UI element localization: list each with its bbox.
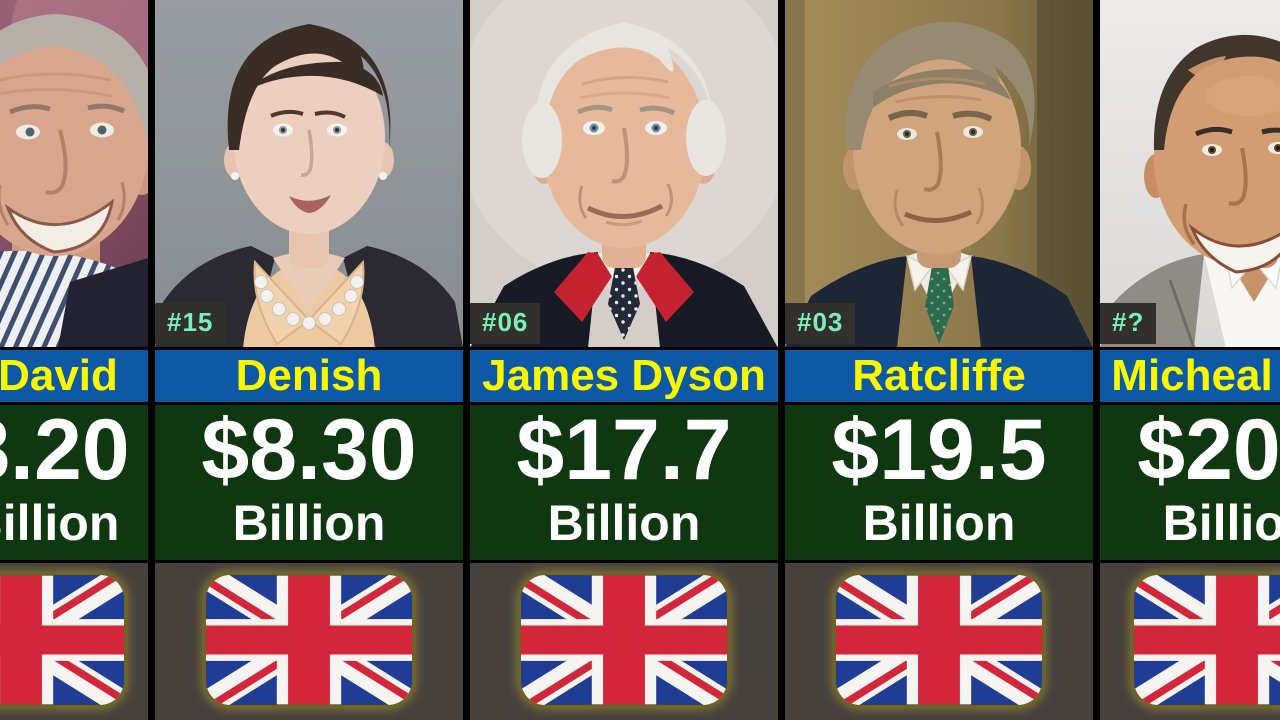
net-worth-unit: Billion — [547, 494, 701, 551]
net-worth-amount: $8.20 — [0, 401, 130, 498]
portrait-photo-ratcliffe: #03 — [785, 0, 1093, 348]
name-bar: Denish — [155, 347, 463, 402]
net-worth-panel: $17.7 Billion — [470, 401, 778, 561]
uk-flag-icon — [521, 575, 727, 706]
person-name: David — [0, 350, 118, 400]
flag-row — [0, 560, 148, 720]
rank-badge: #03 — [785, 303, 856, 345]
person-column-david: David $8.20 Billion — [0, 0, 155, 720]
net-worth-unit: Billion — [1162, 494, 1280, 551]
uk-flag-icon — [206, 575, 412, 706]
person-name: Micheal — [1111, 350, 1273, 400]
net-worth-unit: Billion — [232, 494, 386, 551]
name-bar: Ratcliffe — [785, 347, 1093, 402]
name-bar: David — [0, 347, 148, 402]
person-column-james-dyson: #06 James Dyson $17.7 Billion — [470, 0, 785, 720]
person-column-denish: #15 Denish $8.30 Billion — [155, 0, 470, 720]
net-worth-amount: $19.5 — [831, 401, 1047, 498]
uk-flag-icon — [836, 575, 1042, 706]
rank-badge: #06 — [470, 303, 541, 345]
person-name: Ratcliffe — [852, 350, 1026, 400]
uk-flag-icon — [0, 575, 124, 706]
person-column-ratcliffe: #03 Ratcliffe $19.5 Billion — [785, 0, 1100, 720]
net-worth-amount: $20 — [1137, 401, 1280, 498]
net-worth-panel: $8.20 Billion — [0, 401, 148, 561]
person-column-micheal: #? Micheal $20 Billion — [1100, 0, 1280, 720]
net-worth-unit: Billion — [0, 494, 120, 551]
name-bar: James Dyson — [470, 347, 778, 402]
flag-row — [155, 560, 463, 720]
flag-row — [785, 560, 1093, 720]
portrait-photo-denish: #15 — [155, 0, 463, 348]
net-worth-panel: $8.30 Billion — [155, 401, 463, 561]
net-worth-amount: $8.30 — [201, 401, 417, 498]
person-name: Denish — [235, 350, 383, 400]
net-worth-unit: Billion — [862, 494, 1016, 551]
rank-badge: #? — [1100, 303, 1157, 345]
portrait-photo-david — [0, 0, 148, 348]
net-worth-amount: $17.7 — [516, 401, 732, 498]
portrait-photo-micheal: #? — [1100, 0, 1280, 348]
flag-row — [1100, 560, 1280, 720]
net-worth-panel: $20 Billion — [1100, 401, 1280, 561]
name-bar: Micheal — [1100, 347, 1280, 402]
rank-badge: #15 — [155, 303, 226, 345]
uk-flag-icon — [1134, 575, 1280, 706]
person-name: James Dyson — [482, 350, 766, 400]
net-worth-panel: $19.5 Billion — [785, 401, 1093, 561]
portrait-photo-james-dyson: #06 — [470, 0, 778, 348]
flag-row — [470, 560, 778, 720]
